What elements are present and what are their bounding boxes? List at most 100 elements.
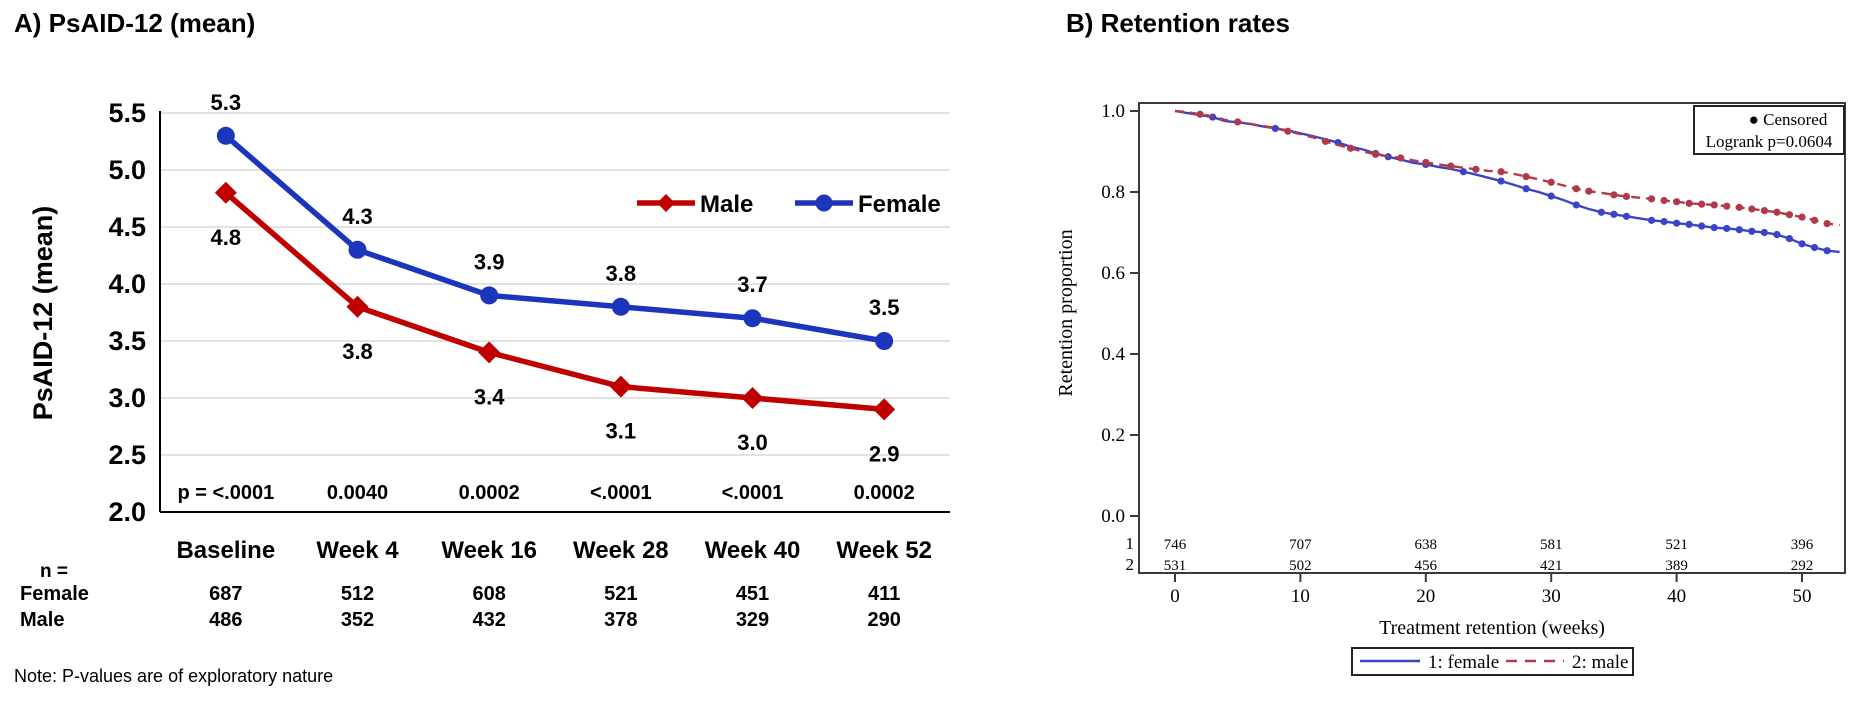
x-axis-title: Treatment retention (weeks) (1379, 617, 1605, 639)
censor-dot (1610, 210, 1618, 218)
n-value: 290 (867, 609, 900, 631)
at-risk-value: 707 (1289, 537, 1312, 553)
panel-b-title: B) Retention rates (1066, 8, 1290, 38)
p-value-label: p = <.0001 (177, 482, 274, 504)
censor-dot (1698, 200, 1706, 208)
male-marker (873, 398, 896, 421)
p-value-label: <.0001 (722, 482, 784, 504)
n-value: 451 (736, 583, 769, 605)
censor-dot (1547, 192, 1555, 200)
female-marker (348, 240, 367, 259)
censor-dot (1760, 207, 1768, 215)
y-tick-label: 5.5 (108, 98, 146, 128)
censor-dot (1647, 216, 1656, 224)
female-data-label: 4.3 (342, 204, 373, 229)
male-data-label: 3.0 (737, 430, 768, 455)
censor-dot (1773, 230, 1781, 239)
legend-male-diamond-icon (657, 194, 675, 212)
x-tick-label: 20 (1416, 586, 1435, 607)
y-tick-label: 2.0 (108, 497, 146, 527)
n-value: 432 (472, 609, 505, 631)
p-value-label: 0.0002 (459, 482, 520, 504)
female-marker (875, 332, 894, 350)
male-marker (346, 295, 369, 318)
censor-dot (1522, 173, 1530, 181)
censor-dot (1597, 208, 1605, 216)
legend-female-circle-icon (815, 194, 833, 212)
censor-dot (1660, 196, 1668, 205)
censor-dot (1773, 208, 1781, 216)
female-data-label: 3.7 (737, 272, 768, 297)
male-marker (478, 341, 501, 364)
female-marker (743, 309, 762, 328)
at-risk-value: 531 (1164, 558, 1187, 574)
censor-dot (1472, 165, 1480, 173)
censored-legend-label: ● Censored (1749, 110, 1828, 129)
legend-female-label: Female (858, 191, 941, 218)
censor-dot (1660, 217, 1668, 226)
male-data-label: 3.4 (474, 384, 505, 409)
y-tick-label: 4.0 (108, 269, 146, 299)
at-risk-row-label: 1 (1126, 534, 1135, 553)
n-value: 512 (341, 583, 374, 605)
n-value: 352 (341, 609, 374, 631)
male-data-label: 4.8 (211, 225, 242, 250)
censor-dot (1346, 144, 1355, 152)
n-equals-label: n = (40, 561, 68, 582)
censor-dot (1522, 185, 1530, 193)
censor-dot (1572, 185, 1580, 193)
censor-dot (1823, 219, 1831, 228)
censor-dot (1372, 150, 1380, 158)
category-label: Week 16 (441, 537, 537, 564)
x-tick-label: 0 (1170, 586, 1180, 607)
footnote: Note: P-values are of exploratory nature (14, 666, 334, 686)
female-data-label: 3.5 (869, 295, 900, 320)
n-value: 521 (604, 583, 637, 605)
y-tick-label: 0.8 (1101, 182, 1125, 203)
censor-dot (1810, 216, 1819, 224)
censor-dot (1647, 195, 1656, 203)
x-tick-label: 40 (1667, 586, 1686, 607)
n-value: 378 (604, 609, 637, 631)
censor-dot (1397, 154, 1405, 162)
at-risk-value: 389 (1665, 558, 1688, 574)
censor-dot (1673, 198, 1681, 206)
censor-dot (1572, 201, 1580, 209)
female-marker (611, 297, 630, 316)
female-data-label: 3.8 (606, 261, 637, 286)
n-value: 687 (209, 583, 242, 605)
censor-dot (1685, 199, 1693, 207)
at-risk-value: 581 (1540, 537, 1563, 553)
y-tick-label: 3.0 (108, 383, 146, 413)
censor-dot (1497, 177, 1505, 185)
category-label: Week 52 (836, 537, 932, 564)
plot-frame (1138, 102, 1846, 574)
logrank-p-label: Logrank p=0.0604 (1706, 132, 1833, 151)
y-tick-label: 0.4 (1101, 344, 1125, 365)
category-label: Week 4 (316, 537, 399, 564)
male-marker (214, 181, 237, 204)
at-risk-value: 421 (1540, 558, 1563, 574)
censor-dot (1497, 168, 1505, 176)
at-risk-value: 292 (1791, 558, 1814, 574)
category-label: Week 40 (705, 537, 801, 564)
censor-dot (1785, 211, 1794, 219)
censor-dot (1622, 212, 1631, 220)
female-marker (480, 286, 499, 305)
at-risk-value: 521 (1665, 537, 1688, 553)
panel-a-title: A) PsAID-12 (mean) (14, 8, 256, 38)
n-value: 486 (209, 609, 242, 631)
censor-dot (1271, 124, 1279, 133)
female-data-label: 3.9 (474, 249, 505, 274)
censor-dot (1234, 118, 1242, 126)
censor-dot (1735, 226, 1743, 234)
censor-dot (1622, 192, 1631, 201)
y-tick-label: 0.6 (1101, 263, 1125, 284)
female-marker (216, 126, 235, 145)
censor-dot (1447, 162, 1455, 170)
x-tick-label: 10 (1291, 586, 1310, 607)
male-series-line (224, 190, 885, 413)
y-tick-label: 1.0 (1101, 101, 1125, 122)
female-data-label: 5.3 (211, 90, 242, 115)
y-axis-title: PsAID-12 (mean) (28, 206, 58, 421)
